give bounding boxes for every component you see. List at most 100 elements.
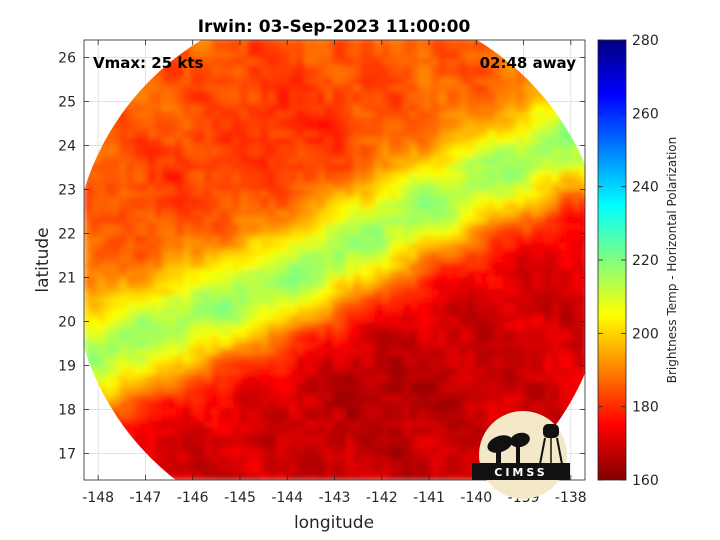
swath-cell [388,130,397,138]
swath-cell [275,328,284,336]
swath-cell [140,202,149,210]
swath-cell [332,262,340,270]
swath-cell [523,97,532,105]
swath-cell [410,70,418,78]
swath-cell [481,77,489,85]
swath-cell [140,169,149,177]
swath-cell [204,130,213,138]
swath-cell [410,473,418,480]
swath-cell [183,255,191,263]
swath-cell [310,123,319,131]
swath-cell [239,130,248,138]
swath-cell [261,216,269,224]
swath-cell [183,202,191,210]
swath-cell [551,117,560,125]
swath-cell [147,367,156,375]
swath-cell [566,163,574,171]
swath-cell [225,51,234,59]
swath-cell [282,216,291,224]
swath-cell [488,136,496,144]
swath-cell [161,70,170,78]
swath-cell [119,123,128,131]
swath-cell [325,202,333,210]
swath-cell [169,169,177,177]
swath-cell [466,328,475,336]
swath-cell [169,64,177,72]
swath-cell [147,295,156,303]
swath-cell [374,473,383,480]
swath-cell [325,334,333,342]
swath-cell [289,275,298,283]
swath-cell [232,156,241,164]
swath-cell [573,176,581,184]
swath-cell [502,288,510,296]
swath-cell [374,97,383,105]
swath-cell [502,169,510,177]
swath-cell [232,202,241,210]
swath-cell [509,341,518,349]
swath-cell [516,169,525,177]
swath-cell [466,255,475,263]
swath-cell [197,381,206,389]
swath-cell [573,361,581,369]
swath-cell [488,51,496,59]
swath-cell [119,183,128,191]
swath-cell [140,341,149,349]
swath-cell [289,453,298,461]
swath-cell [445,400,454,408]
swath-cell [367,143,376,151]
swath-cell [431,473,440,480]
swath-cell [403,136,411,144]
swath-cell [190,473,199,480]
swath-cell [275,110,284,118]
swath-cell [98,216,106,224]
swath-cell [218,97,227,105]
swath-cell [218,84,227,92]
swath-cell [239,235,248,243]
swath-cell [126,189,135,197]
swath-cell [91,348,99,356]
swath-cell [332,308,340,316]
swath-cell [161,110,170,118]
swath-cell [310,136,319,144]
swath-cell [573,354,581,362]
swath-cell [176,334,184,342]
swath-cell [417,235,425,243]
swath-cell [289,40,298,45]
swath-cell [254,136,262,144]
swath-cell [247,70,255,78]
swath-cell [431,381,440,389]
swath-cell [261,361,269,369]
swath-cell [225,361,234,369]
swath-cell [473,117,482,125]
swath-cell [367,130,376,138]
swath-cell [147,77,156,85]
swath-cell [481,202,489,210]
swath-cell [544,387,553,395]
swath-cell [381,447,390,455]
swath-cell [282,367,291,375]
swath-cell [325,427,333,435]
swath-cell [559,308,567,316]
swath-cell [154,229,163,237]
swath-cell [225,196,234,204]
swath-cell [530,394,539,402]
swath-cell [84,216,92,224]
swath-cell [169,209,177,217]
swath-cell [204,136,213,144]
swath-cell [183,51,191,59]
swath-cell [275,169,284,177]
swath-cell [190,414,199,422]
swath-cell [310,183,319,191]
swath-cell [367,321,376,329]
swath-cell [566,209,574,217]
swath-cell [147,341,156,349]
swath-cell [119,196,128,204]
swath-cell [296,262,305,270]
swath-cell [310,315,319,323]
swath-cell [239,77,248,85]
swath-cell [566,288,574,296]
swath-cell [105,328,113,336]
swath-cell [424,249,432,257]
swath-cell [325,321,333,329]
